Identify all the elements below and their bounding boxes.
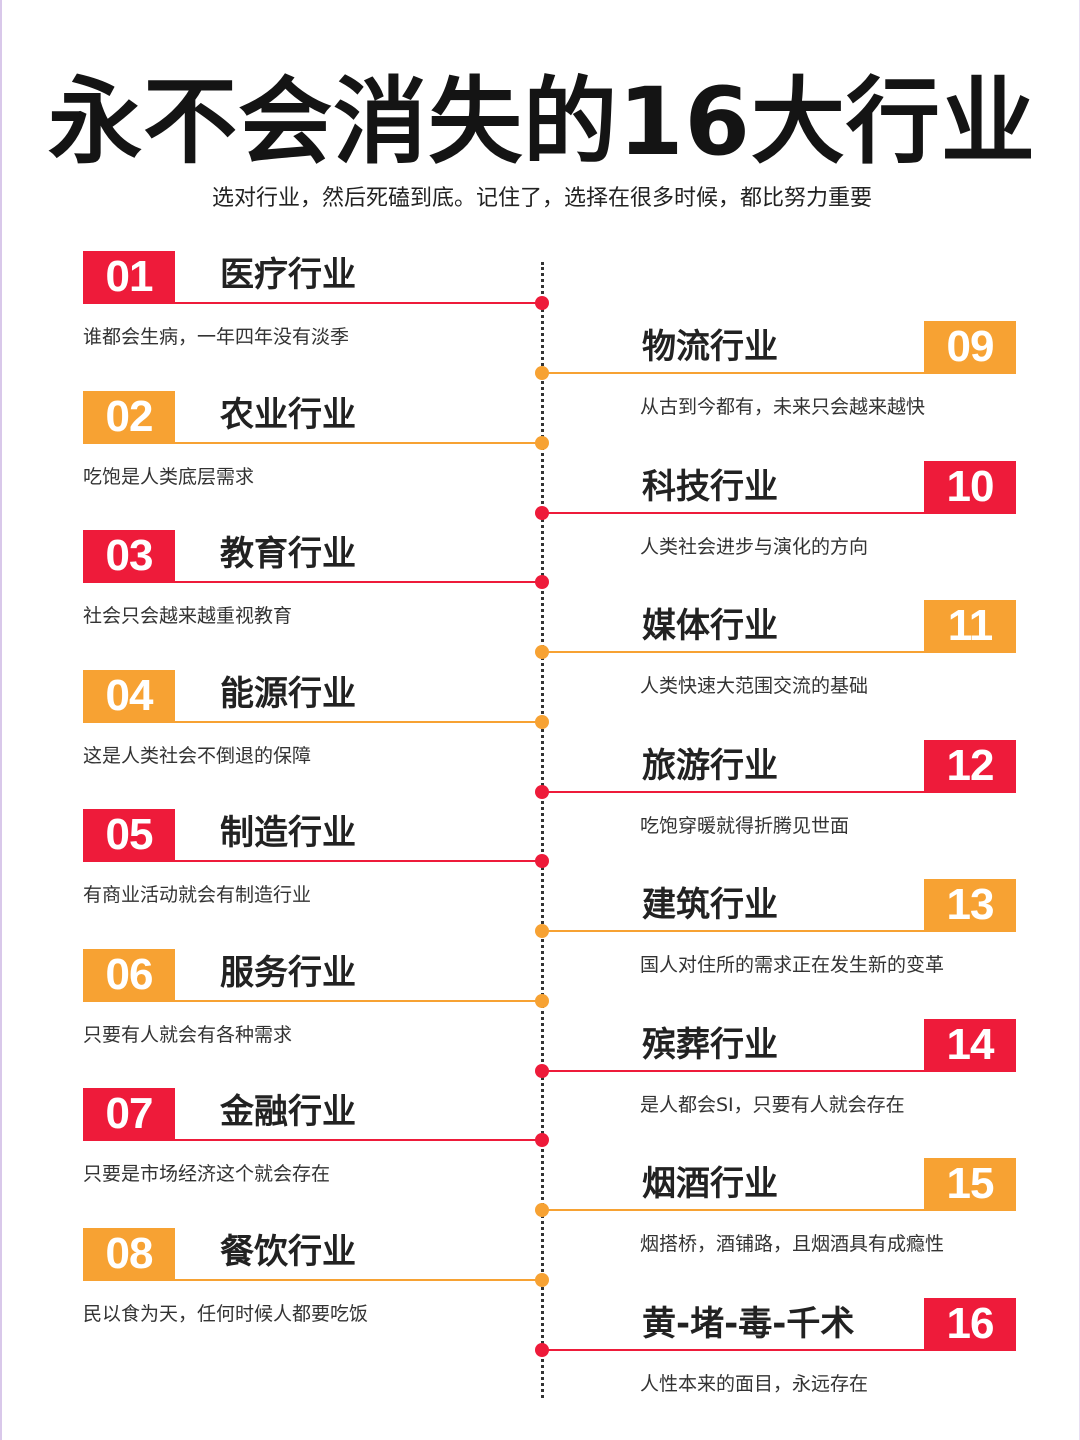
industry-number-badge: 02: [83, 390, 175, 443]
industry-number-badge: 10: [924, 460, 1016, 513]
industry-underline: [83, 302, 543, 304]
industry-number-badge: 07: [83, 1088, 175, 1140]
industry-description: 国人对住所的需求正在发生新的变革: [640, 954, 945, 976]
industry-title: 黄-堵-毒-千术: [642, 1303, 855, 1344]
timeline-dot: [535, 505, 549, 520]
industry-title: 制造行业: [220, 813, 356, 853]
industry-underline: [83, 720, 543, 723]
industry-title: 建筑行业: [642, 885, 778, 925]
industry-description: 烟搭桥，酒铺路，且烟酒具有成瘾性: [640, 1233, 945, 1255]
industry-number-badge: 14: [924, 1018, 1016, 1071]
timeline-dot: [535, 1272, 549, 1287]
industry-description: 从古到今都有，未来只会越来越快: [640, 396, 926, 418]
industry-description: 人类社会进步与演化的方向: [640, 535, 869, 558]
industry-title: 能源行业: [220, 673, 356, 714]
industry-description: 是人都会SI，只要有人就会存在: [640, 1093, 905, 1116]
industry-description: 民以食为天，任何时候人都要吃饭: [83, 1302, 369, 1325]
industry-title: 金融行业: [220, 1092, 356, 1132]
industry-underline: [83, 581, 543, 583]
industry-title: 物流行业: [642, 327, 778, 367]
industry-description: 谁都会生病，一年四年没有淡季: [83, 326, 350, 348]
timeline-dot: [535, 784, 549, 799]
industry-number-badge: 01: [83, 251, 175, 303]
timeline-dot: [535, 993, 549, 1008]
industry-underline: [542, 930, 1016, 932]
timeline-dot: [535, 714, 549, 729]
industry-description: 人类快速大范围交流的基础: [640, 675, 869, 697]
industry-number-badge: 15: [924, 1158, 1016, 1210]
timeline-dot: [535, 1342, 549, 1357]
industry-title: 教育行业: [220, 534, 356, 574]
industry-number-badge: 13: [924, 879, 1016, 931]
timeline-dot: [535, 645, 549, 659]
industry-number-badge: 06: [83, 948, 175, 1001]
timeline-dot: [535, 575, 549, 589]
industry-title: 殡葬行业: [642, 1024, 778, 1065]
industry-number-badge: 04: [83, 669, 175, 722]
timeline-line: [541, 262, 544, 1398]
timeline-dot: [535, 296, 549, 310]
timeline-dot: [535, 435, 549, 450]
industry-number-badge: 08: [83, 1227, 175, 1280]
industry-title: 媒体行业: [642, 606, 778, 646]
industry-number-badge: 11: [924, 600, 1016, 652]
industry-underline: [542, 1209, 1016, 1211]
industry-underline: [542, 1348, 1016, 1351]
industry-underline: [542, 372, 1016, 374]
industry-underline: [83, 860, 543, 862]
industry-title: 旅游行业: [642, 745, 778, 786]
industry-number-badge: 09: [924, 321, 1016, 373]
industry-title: 医疗行业: [220, 255, 356, 295]
industry-description: 只要是市场经济这个就会存在: [83, 1163, 331, 1185]
timeline-dot: [535, 366, 549, 380]
industry-number-badge: 03: [83, 530, 175, 582]
industry-title: 烟酒行业: [642, 1164, 778, 1204]
industry-underline: [83, 441, 543, 444]
industry-underline: [542, 511, 1016, 514]
timeline-dot: [535, 1063, 549, 1078]
industry-underline: [542, 790, 1016, 793]
industry-number-badge: 12: [924, 739, 1016, 792]
page-subtitle: 选对行业，然后死磕到底。记住了，选择在很多时候，都比努力重要: [211, 186, 872, 211]
page-title: 永不会消失的16大行业: [48, 68, 1036, 177]
industry-title: 餐饮行业: [220, 1231, 356, 1272]
industry-underline: [83, 999, 543, 1002]
industry-title: 农业行业: [220, 394, 356, 435]
industry-description: 有商业活动就会有制造行业: [83, 884, 312, 906]
industry-number-badge: 16: [924, 1297, 1016, 1350]
industry-description: 这是人类社会不倒退的保障: [83, 744, 312, 767]
industry-underline: [542, 1069, 1016, 1072]
industry-title: 科技行业: [642, 466, 778, 507]
industry-description: 人性本来的面目，永远存在: [640, 1372, 869, 1395]
industry-description: 吃饱是人类底层需求: [83, 465, 255, 488]
industry-underline: [83, 1278, 543, 1281]
timeline-dot: [535, 1133, 549, 1147]
timeline-dot: [535, 854, 549, 868]
industry-description: 吃饱穿暖就得折腾见世面: [640, 814, 850, 837]
industry-number-badge: 05: [83, 809, 175, 861]
industry-title: 服务行业: [220, 952, 356, 993]
industry-description: 社会只会越来越重视教育: [83, 605, 293, 627]
timeline-dot: [535, 1203, 549, 1217]
industry-underline: [83, 1139, 543, 1141]
industry-underline: [542, 651, 1016, 653]
industry-description: 只要有人就会有各种需求: [83, 1023, 293, 1046]
timeline-dot: [535, 924, 549, 938]
